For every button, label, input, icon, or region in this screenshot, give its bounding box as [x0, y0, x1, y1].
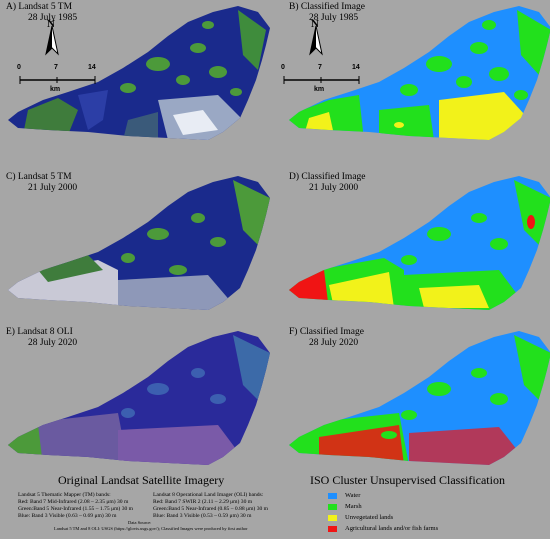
panel-e-satellite-map: [8, 331, 270, 465]
legend-swatch-unvegetated: [328, 515, 337, 521]
bottom-right-title: ISO Cluster Unsupervised Classification: [310, 473, 505, 487]
scale-tick-0-a: 0: [17, 64, 21, 71]
landsat5-bands: Landsat 5 Thematic Mapper (TM) bands: Re…: [18, 492, 133, 520]
panel-b-title: B) Classified Image 28 July 1985: [289, 2, 365, 24]
legend-swatch-agricultural: [328, 526, 337, 532]
north-arrow-icon: [309, 25, 323, 56]
panel-c-title-line1: C) Landsat 5 TM: [6, 172, 72, 182]
l8-green: Green:Band 5 Near-Infrared (0.85 – 0.88 …: [153, 506, 269, 512]
legend-label-agricultural: Agricultural lands and/or fish farms: [345, 525, 439, 532]
panel-a-title: A) Landsat 5 TM 28 July 1985: [6, 2, 77, 24]
l8-title: Landsat 8 Operational Land Imager (OLI) …: [153, 492, 264, 498]
scale-unit-b: km: [314, 86, 325, 93]
data-source-title: Data Source:: [128, 520, 152, 525]
scale-tick-7-a: 7: [54, 64, 58, 71]
panel-d-title-line2: 21 July 2000: [309, 183, 359, 193]
panel-a-satellite-map: [8, 6, 270, 140]
panel-b-classified-map: [289, 6, 550, 140]
scale-tick-0-b: 0: [281, 64, 285, 71]
landsat8-bands: Landsat 8 Operational Land Imager (OLI) …: [153, 492, 268, 520]
panel-d-classified-map: [289, 176, 550, 310]
scale-bar-b: [283, 76, 360, 84]
panel-b-title-line2: 28 July 1985: [309, 13, 359, 23]
legend-label-unvegetated: Unvegetated lands: [345, 514, 394, 521]
scale-bar-a: [19, 76, 96, 84]
north-label-a: N: [47, 18, 55, 30]
panel-f-title-line2: 28 July 2020: [309, 338, 359, 348]
panel-c-title: C) Landsat 5 TM 21 July 2000: [6, 172, 77, 194]
l5-green: Green:Band 5 Near-Infrared (1.55 – 1.75 …: [18, 506, 134, 512]
scale-tick-14-b: 14: [352, 64, 360, 71]
panel-f-title: F) Classified Image 28 July 2020: [289, 327, 364, 349]
panel-a-title-line2: 28 July 1985: [28, 13, 78, 23]
bottom-left-title: Original Landsat Satellite Imagery: [58, 473, 225, 487]
l8-red: Red: Band 7 SWIR 2 (2.11 – 2.29 μm) 30 m: [153, 499, 253, 505]
legend-label-marsh: Marsh: [345, 503, 362, 510]
panel-b-title-line1: B) Classified Image: [289, 2, 365, 12]
l5-blue: Blue: Band 3 Visible (0.63 – 0.69 μm) 30…: [18, 513, 117, 519]
north-label-b: N: [311, 18, 319, 30]
panel-f-title-line1: F) Classified Image: [289, 327, 364, 337]
panel-c-satellite-map: [8, 176, 270, 310]
legend-label-water: Water: [345, 492, 361, 499]
panel-e-title: E) Landsat 8 OLI 28 July 2020: [6, 327, 77, 349]
panel-d-title: D) Classified Image 21 July 2000: [289, 172, 366, 194]
panel-c-title-line2: 21 July 2000: [28, 183, 78, 193]
l8-blue: Blue: Band 3 Visible (0.53 – 0.59 μm) 30…: [153, 513, 252, 519]
l5-red: Red: Band 7 Mid-Infrared (2.08 – 2.35 μm…: [18, 499, 129, 505]
l5-title: Landsat 5 Thematic Mapper (TM) bands:: [18, 492, 111, 498]
panel-e-title-line2: 28 July 2020: [28, 338, 78, 348]
north-arrow-icon: [45, 25, 59, 56]
scale-tick-14-a: 14: [88, 64, 96, 71]
scale-tick-7-b: 7: [318, 64, 322, 71]
data-source-text: Landsat 5 TM and 8 OLI: USGS (https://gl…: [54, 526, 248, 531]
legend-swatch-water: [328, 493, 337, 499]
panel-f-classified-map: [289, 331, 550, 465]
scale-unit-a: km: [50, 86, 61, 93]
panel-a-title-line1: A) Landsat 5 TM: [6, 2, 73, 12]
panel-d-title-line1: D) Classified Image: [289, 172, 366, 182]
panel-e-title-line1: E) Landsat 8 OLI: [6, 327, 73, 337]
legend-swatch-marsh: [328, 504, 337, 510]
